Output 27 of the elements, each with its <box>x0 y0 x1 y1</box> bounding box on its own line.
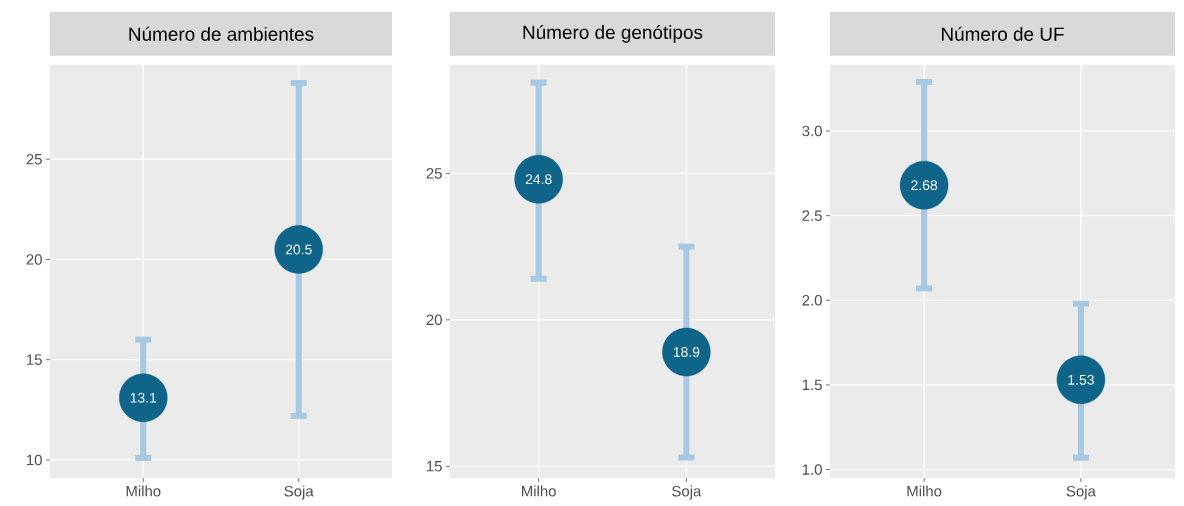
data-label: 24.8 <box>525 174 552 185</box>
x-tick-label: Soja <box>672 485 702 500</box>
y-tick-label: 1.0 <box>802 464 822 475</box>
y-tick-label: 25 <box>26 153 42 165</box>
x-tick-label: Milho <box>522 485 556 497</box>
x-tick-label: Soja <box>1066 485 1096 500</box>
y-tick-label: 20 <box>426 314 442 326</box>
y-tick-label: 15 <box>427 461 442 472</box>
chart-title: Número de UF <box>941 26 1064 41</box>
y-tick-label: 3.0 <box>802 125 822 137</box>
data-label: 2.68 <box>911 180 938 191</box>
data-label: 20.5 <box>285 244 312 255</box>
x-tick-label: Milho <box>126 485 161 497</box>
y-tick-label: 1.5 <box>802 379 822 391</box>
chart-title: Número de genótipos <box>523 24 703 43</box>
data-label: 18.9 <box>673 347 700 357</box>
y-tick-label: 15 <box>27 354 42 365</box>
x-tick-label: Milho <box>907 485 942 497</box>
x-tick-label: Soja <box>284 485 314 500</box>
y-tick-label: 10 <box>27 454 42 466</box>
data-label: 1.53 <box>1068 374 1094 385</box>
y-tick-label: 2.0 <box>802 294 822 306</box>
y-tick-label: 2.5 <box>802 210 822 221</box>
chart-title: Número de ambientes <box>129 26 314 41</box>
y-tick-label: 20 <box>26 254 42 265</box>
y-tick-label: 25 <box>426 168 442 179</box>
data-label: 13.1 <box>130 392 157 403</box>
